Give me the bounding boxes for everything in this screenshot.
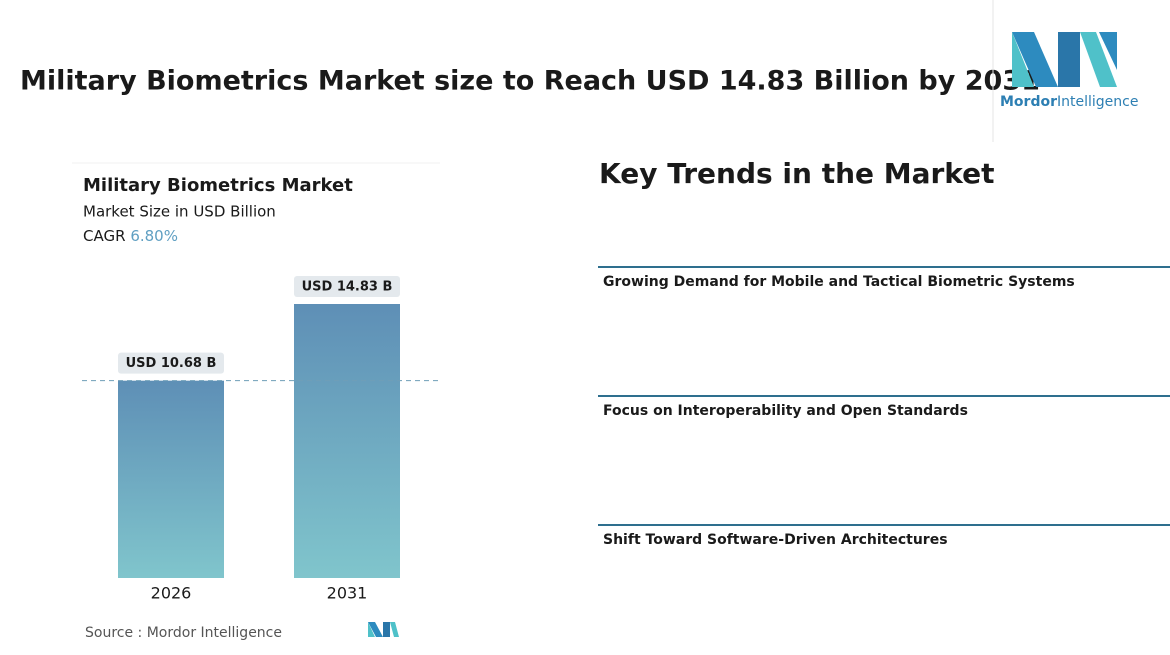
logo-text: MordorIntelligence bbox=[1000, 94, 1138, 110]
logo-bold: Mordor bbox=[1000, 94, 1057, 110]
bar bbox=[118, 380, 224, 578]
small-logo bbox=[368, 622, 399, 637]
trend-item: Focus on Interoperability and Open Stand… bbox=[603, 403, 968, 419]
value-label: USD 10.68 B bbox=[126, 356, 217, 371]
cagr: CAGR 6.80% bbox=[83, 227, 178, 245]
trends-title: Key Trends in the Market bbox=[599, 157, 995, 190]
source-name: Mordor Intelligence bbox=[147, 625, 282, 641]
x-tick-label: 2031 bbox=[327, 584, 368, 603]
cagr-label: CAGR bbox=[83, 227, 126, 245]
trend-item: Shift Toward Software-Driven Architectur… bbox=[603, 532, 948, 548]
chart-title: Military Biometrics Market bbox=[83, 175, 353, 196]
value-label-bg bbox=[118, 352, 224, 374]
logo-mark bbox=[1012, 32, 1117, 87]
page-title: Military Biometrics Market size to Reach… bbox=[20, 66, 1040, 97]
logo-regular: Intelligence bbox=[1057, 94, 1138, 110]
x-tick-label: 2026 bbox=[151, 584, 192, 603]
value-label-bg bbox=[294, 276, 400, 297]
cagr-value: 6.80% bbox=[130, 227, 178, 245]
trends-list: Growing Demand for Mobile and Tactical B… bbox=[598, 266, 1170, 548]
bar bbox=[294, 304, 400, 578]
bar-chart: USD 10.68 B 2026 USD 14.83 B 2031 bbox=[82, 276, 438, 603]
source: Source : Mordor Intelligence bbox=[85, 625, 282, 641]
chart-subtitle: Market Size in USD Billion bbox=[83, 203, 276, 221]
trend-item: Growing Demand for Mobile and Tactical B… bbox=[603, 274, 1075, 290]
source-label: Source : bbox=[85, 625, 142, 641]
value-label: USD 14.83 B bbox=[302, 280, 393, 295]
